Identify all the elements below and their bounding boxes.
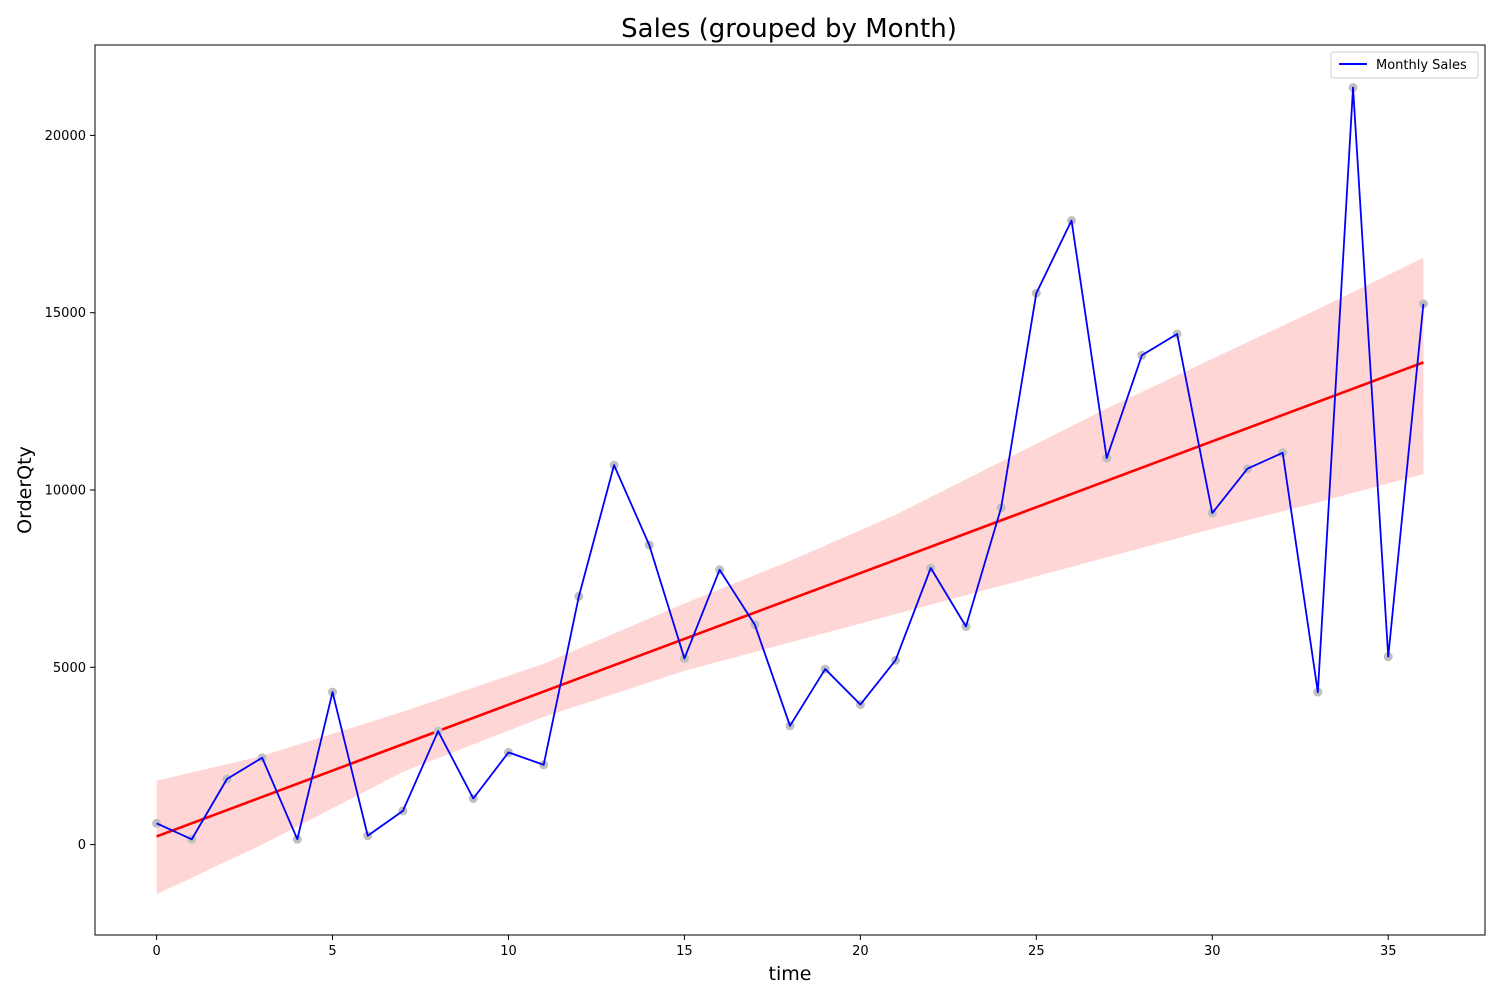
- series-line-layer: [156, 86, 1425, 841]
- y-tick-label: 0: [78, 838, 86, 853]
- x-tick-label: 35: [1380, 944, 1397, 959]
- regression-line-layer: [156, 361, 1424, 838]
- legend-label-monthly-sales: Monthly Sales: [1376, 58, 1467, 73]
- legend-box: [1330, 51, 1479, 79]
- x-tick-label: 30: [1204, 944, 1221, 959]
- y-tick-label: 5000: [53, 661, 86, 676]
- chart-title: Sales (grouped by Month): [621, 14, 957, 44]
- x-tick-label: 5: [328, 944, 336, 959]
- y-tick-label: 10000: [45, 484, 86, 499]
- series-line-monthly-sales: [156, 86, 1425, 841]
- y-axis: 0 5000 10000 15000 20000: [45, 129, 95, 853]
- x-tick-label: 10: [500, 944, 517, 959]
- x-tick-label: 25: [1028, 944, 1045, 959]
- x-axis-label: time: [769, 963, 812, 985]
- y-tick-label: 15000: [45, 306, 86, 321]
- regression-line: [156, 361, 1424, 838]
- x-axis: 0 5 10 15 20 25 30 35: [152, 935, 1397, 959]
- regression-confidence-band: [156, 257, 1424, 895]
- legend: Monthly Sales: [1330, 51, 1479, 79]
- y-tick-label: 20000: [45, 129, 86, 144]
- x-tick-label: 0: [152, 944, 160, 959]
- x-tick-label: 15: [676, 944, 693, 959]
- y-axis-label: OrderQty: [14, 446, 36, 534]
- x-tick-label: 20: [852, 944, 869, 959]
- confidence-band-layer: [156, 257, 1424, 895]
